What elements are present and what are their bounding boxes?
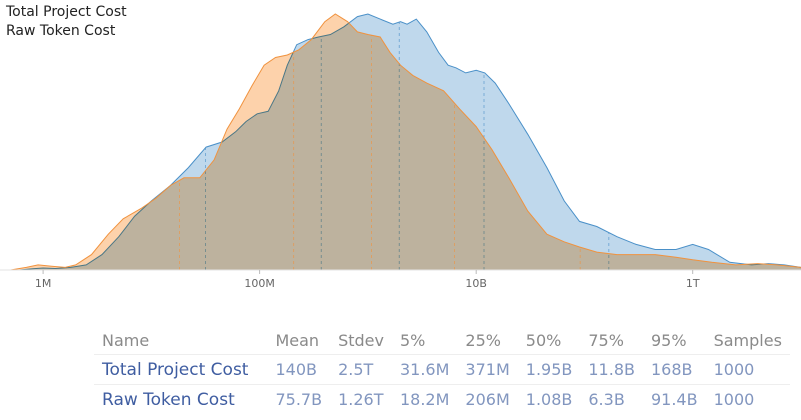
cell-stdev: 2.5T bbox=[330, 354, 392, 385]
row-name: Total Project Cost bbox=[94, 354, 268, 385]
series-raw-token-cost bbox=[10, 13, 801, 271]
cell-samples: 1000 bbox=[705, 384, 790, 414]
cell-p75: 11.8B bbox=[580, 354, 643, 385]
summary-table: Name Mean Stdev 5% 25% 50% 75% 95% Sampl… bbox=[94, 326, 790, 414]
table-row: Total Project Cost 140B 2.5T 31.6M 371M … bbox=[94, 354, 790, 385]
distribution-chart: 1M 100M 10B 1T bbox=[0, 13, 801, 290]
header-p95: 95% bbox=[650, 330, 687, 350]
density-areas bbox=[10, 13, 801, 271]
table-row: Raw Token Cost 75.7B 1.26T 18.2M 206M 1.… bbox=[94, 384, 790, 414]
header-p50: 50% bbox=[525, 330, 562, 350]
cell-p5: 31.6M bbox=[391, 354, 458, 385]
cell-p50: 1.08B bbox=[517, 384, 581, 414]
line-raw-token-cost bbox=[10, 13, 801, 271]
header-p5: 5% bbox=[399, 330, 426, 350]
cell-p75: 6.3B bbox=[580, 384, 643, 414]
x-tick-label: 100M bbox=[244, 277, 275, 290]
cell-p50: 1.95B bbox=[517, 354, 581, 385]
header-samples: Samples bbox=[713, 330, 782, 350]
cell-p25: 371M bbox=[457, 354, 518, 385]
cell-p25: 206M bbox=[457, 384, 518, 414]
cell-mean: 140B bbox=[267, 354, 331, 385]
legend-item-raw-token-cost: Raw Token Cost bbox=[6, 23, 116, 39]
cell-mean: 75.7B bbox=[267, 384, 331, 414]
summary-header-row: Name Mean Stdev 5% 25% 50% 75% 95% Sampl… bbox=[94, 326, 790, 355]
cell-p95: 168B bbox=[642, 354, 706, 385]
row-name: Raw Token Cost bbox=[94, 384, 268, 414]
x-tick-label: 1M bbox=[35, 277, 52, 290]
cell-stdev: 1.26T bbox=[330, 384, 392, 414]
line-total-project-cost bbox=[19, 13, 801, 271]
header-p25: 25% bbox=[465, 330, 501, 350]
cell-samples: 1000 bbox=[705, 354, 790, 385]
header-stdev: Stdev bbox=[338, 330, 384, 350]
legend-item-total-project-cost: Total Project Cost bbox=[6, 4, 127, 20]
legend: Total Project Cost Raw Token Cost bbox=[6, 3, 127, 41]
x-tick-label: 1T bbox=[686, 277, 700, 290]
cell-p5: 18.2M bbox=[391, 384, 458, 414]
area-raw-token-cost bbox=[10, 14, 801, 270]
header-mean: Mean bbox=[275, 330, 320, 350]
cell-p95: 91.4B bbox=[642, 384, 706, 414]
header-name: Name bbox=[102, 330, 150, 350]
header-p75: 75% bbox=[588, 330, 624, 350]
x-tick-label: 10B bbox=[465, 277, 487, 290]
x-axis-ticks: 1M 100M 10B 1T bbox=[35, 270, 700, 290]
